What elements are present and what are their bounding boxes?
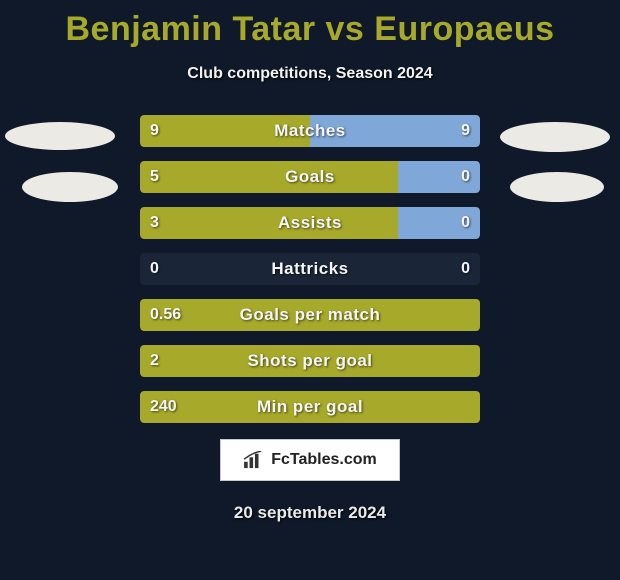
stat-row: 0.56Goals per match	[140, 299, 480, 331]
stat-label: Assists	[140, 207, 480, 239]
stat-label: Min per goal	[140, 391, 480, 423]
footer-date: 20 september 2024	[0, 503, 620, 523]
stat-value-right: 0	[461, 161, 470, 193]
stat-label: Goals per match	[140, 299, 480, 331]
stat-row: 2Shots per goal	[140, 345, 480, 377]
stat-value-right: 0	[461, 253, 470, 285]
stat-label: Matches	[140, 115, 480, 147]
decorative-ellipse	[510, 172, 604, 202]
stat-row: 3Assists0	[140, 207, 480, 239]
stat-row: 9Matches9	[140, 115, 480, 147]
stat-row: 5Goals0	[140, 161, 480, 193]
stat-label: Goals	[140, 161, 480, 193]
stat-label: Shots per goal	[140, 345, 480, 377]
page-title: Benjamin Tatar vs Europaeus	[0, 0, 620, 49]
comparison-bars: 9Matches95Goals03Assists00Hattricks00.56…	[140, 115, 480, 423]
decorative-ellipse	[22, 172, 118, 202]
decorative-ellipse	[500, 122, 610, 152]
decorative-ellipse	[5, 122, 115, 150]
stat-label: Hattricks	[140, 253, 480, 285]
stat-value-right: 9	[461, 115, 470, 147]
chart-icon	[243, 451, 265, 469]
subtitle: Club competitions, Season 2024	[0, 65, 620, 83]
stat-value-right: 0	[461, 207, 470, 239]
stat-row: 0Hattricks0	[140, 253, 480, 285]
watermark-badge: FcTables.com	[220, 439, 400, 481]
watermark-text: FcTables.com	[271, 451, 377, 469]
stat-row: 240Min per goal	[140, 391, 480, 423]
